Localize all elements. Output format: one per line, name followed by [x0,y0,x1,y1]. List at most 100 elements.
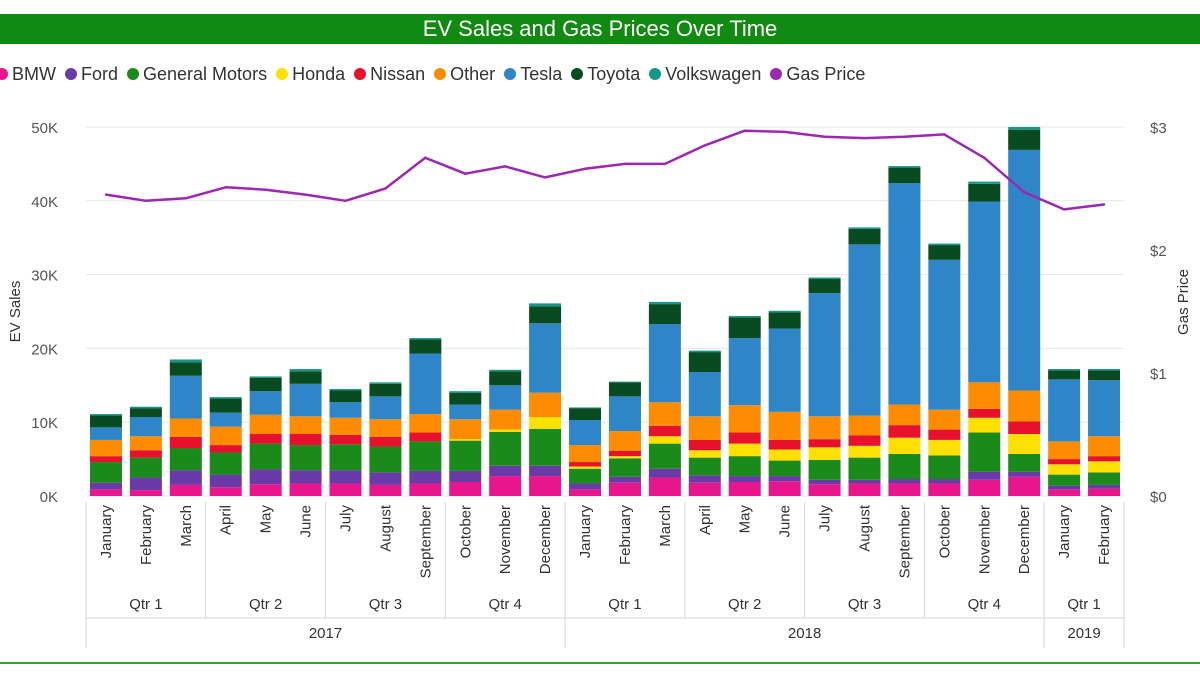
legend-item-honda[interactable]: Honda [276,64,345,85]
x-tick-label: January [98,505,115,559]
bar-general-motors [329,444,362,471]
bar-volkswagen [888,166,921,168]
gas-price-point [464,172,467,175]
x-tick-label: July [338,505,355,532]
bar-other [1088,436,1121,457]
x-tick-label: May [737,505,754,534]
bar-honda [529,417,562,429]
gas-price-point [943,133,946,136]
bar-toyota [209,398,242,413]
year-label: 2019 [1067,625,1100,642]
y2-tick-label: $3 [1150,120,1167,137]
legend-marker [649,68,662,80]
bar-other [968,382,1001,409]
bar-bmw [728,481,761,496]
bar-tesla [209,412,242,427]
bar-ford [728,476,761,482]
bar-ford [768,476,801,482]
bar-bmw [768,481,801,496]
y-tick-label: 40K [31,194,58,211]
y-tick-label: 50K [31,120,58,137]
bar-honda [489,429,522,432]
legend-label: Tesla [520,63,563,84]
y-axis-title: EV Sales [7,281,24,343]
bar-toyota [848,228,881,245]
bar-toyota [89,415,122,428]
legend-marker [770,68,783,80]
legend-item-tesla[interactable]: Tesla [504,64,562,85]
legend-item-other[interactable]: Other [434,64,495,85]
legend-label: Ford [81,63,119,84]
legend-item-general-motors[interactable]: General Motors [127,64,267,85]
bar-nissan [129,450,162,458]
bar-other [1048,441,1081,460]
x-tick-label: January [577,505,594,559]
legend-item-bmw[interactable]: BMW [0,64,56,85]
bar-general-motors [688,457,721,476]
bar-nissan [888,425,921,438]
bar-bmw [888,483,921,496]
bar-tesla [848,244,881,416]
x-tick-label: October [936,505,953,558]
bar-bmw [249,484,282,496]
bar-bmw [409,483,442,496]
bar-volkswagen [489,369,522,372]
bar-honda [968,417,1001,433]
gas-price-point [384,187,387,190]
x-tick-label: May [258,505,275,534]
bar-volkswagen [89,414,122,416]
bottom-border [0,662,1200,664]
legend-item-volkswagen[interactable]: Volkswagen [649,64,761,85]
bar-general-motors [409,441,442,471]
bar-bmw [1008,476,1041,496]
bar-bmw [529,476,562,496]
legend-item-ford[interactable]: Ford [65,64,118,85]
legend-item-toyota[interactable]: Toyota [571,64,640,85]
bar-bmw [129,490,162,496]
bar-tesla [369,396,402,420]
bar-general-motors [209,452,242,475]
legend-marker [276,68,289,80]
x-tick-label: April [218,505,235,535]
bar-tesla [569,419,602,446]
gas-price-point [543,176,547,179]
bar-volkswagen [968,181,1001,184]
gas-price-line [105,129,1105,211]
bar-nissan [688,439,721,451]
quarter-label: Qtr 4 [489,596,522,613]
y-tick-label: 20K [31,341,58,358]
bar-ford [409,470,442,484]
bar-tesla [1048,379,1081,442]
legend-marker [65,68,77,80]
bar-honda [888,437,921,454]
bar-honda [688,450,721,458]
bar-toyota [129,408,162,418]
bar-other [848,415,881,436]
bar-toyota [569,408,602,420]
bar-nissan [249,434,282,444]
bar-other [89,439,122,457]
bar-volkswagen [928,243,961,246]
legend-item-nissan[interactable]: Nissan [354,64,425,85]
bar-ford [249,469,282,485]
gas-price-point [623,162,627,166]
gas-price-point [224,186,227,189]
bar-toyota [808,279,841,294]
bar-volkswagen [169,359,202,363]
x-tick-label: November [497,505,514,574]
bar-toyota [768,312,801,329]
bar-ford [529,465,562,477]
gas-price-point [1022,190,1026,194]
bar-toyota [369,383,402,397]
bar-general-motors [728,456,761,477]
bar-bmw [808,484,841,496]
bar-toyota [329,390,362,403]
y2-tick-label: $2 [1150,243,1167,260]
bar-tesla [89,427,122,440]
bar-ford [369,472,402,485]
quarter-label: Qtr 2 [728,596,761,613]
bar-nissan [848,435,881,446]
bar-volkswagen [409,338,442,340]
legend-item-gas-price[interactable]: Gas Price [770,64,865,85]
bar-general-motors [569,468,602,484]
